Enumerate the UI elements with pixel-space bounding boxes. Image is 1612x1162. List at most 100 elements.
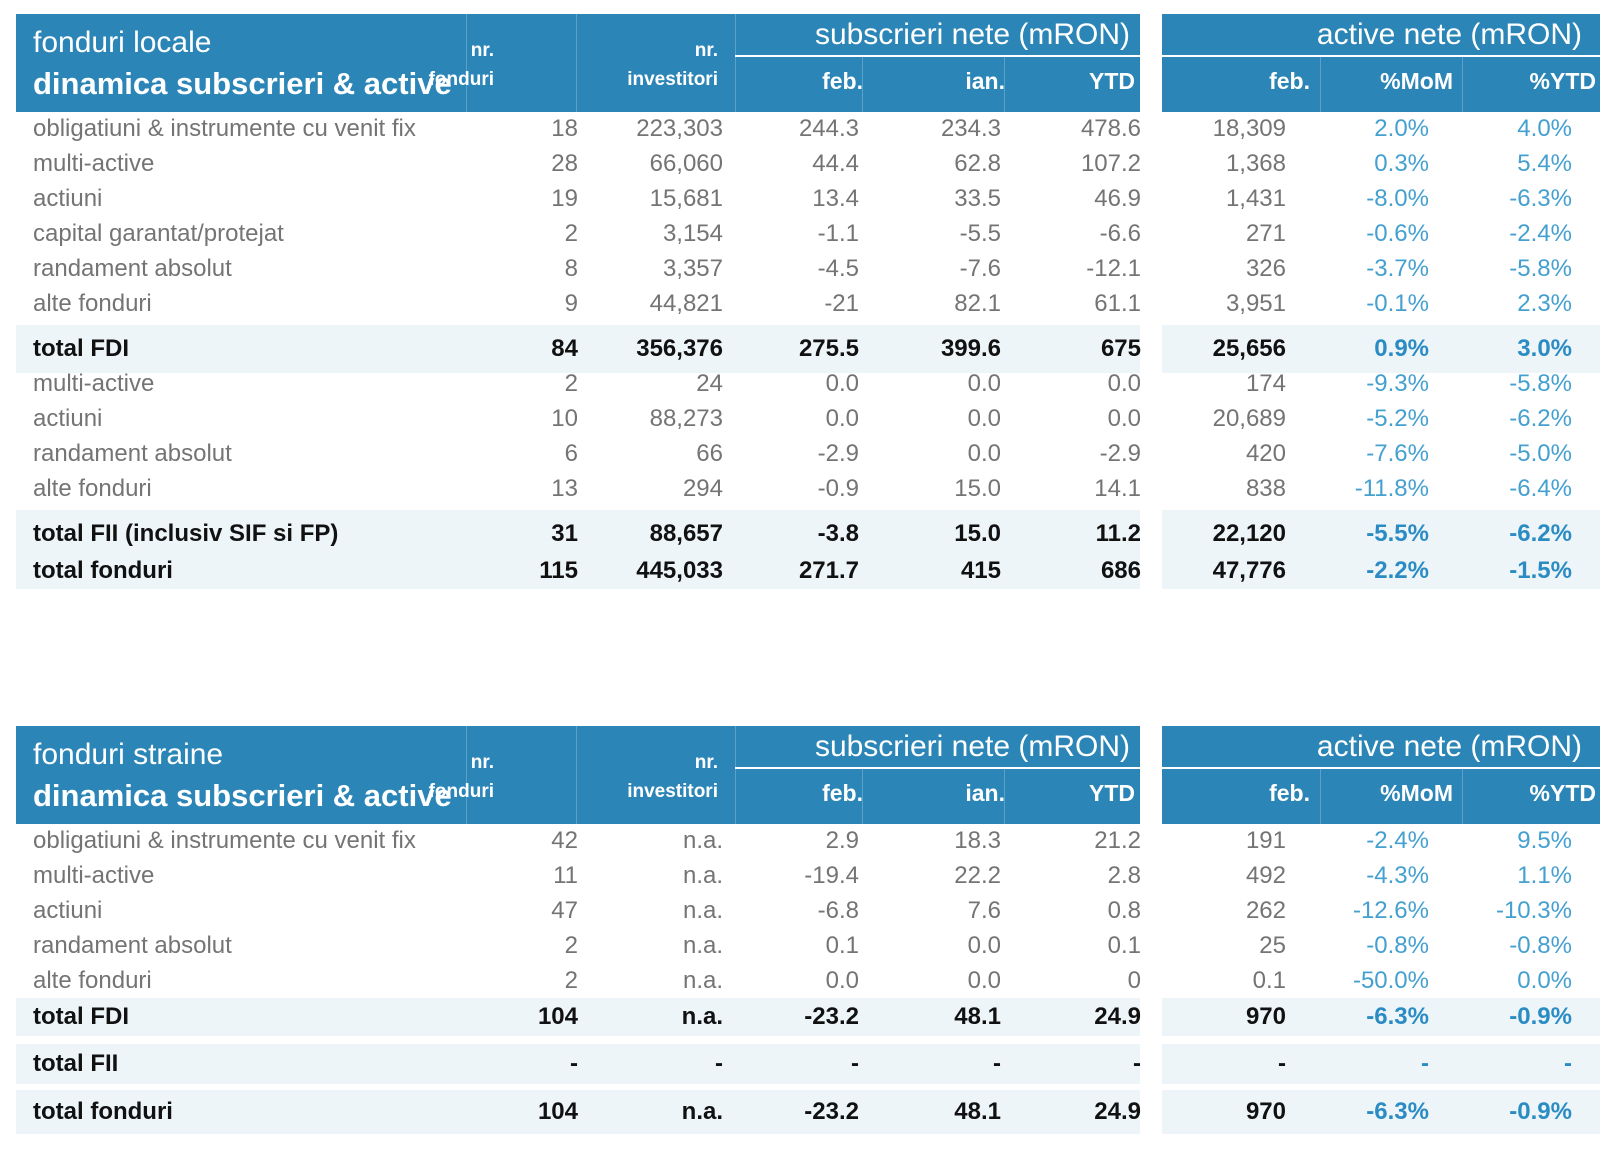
row-label: multi-active bbox=[33, 150, 155, 177]
cell-nr-investitori: n.a. bbox=[681, 1098, 723, 1125]
cell-active-feb: 1,431 bbox=[1225, 185, 1286, 212]
cell-pct-mom: -0.1% bbox=[1366, 290, 1429, 317]
cell-subscrieri-ian: -5.5 bbox=[959, 220, 1001, 247]
cell-nr-investitori: - bbox=[715, 1050, 723, 1077]
cell-active-feb: 18,309 bbox=[1212, 115, 1286, 142]
row-label: actiuni bbox=[33, 405, 103, 432]
cell-pct-mom: -0.6% bbox=[1366, 220, 1429, 247]
table-title: fonduri locale bbox=[33, 26, 212, 59]
cell-subscrieri-feb: 2.9 bbox=[825, 827, 859, 854]
cell-subscrieri-ytd: 61.1 bbox=[1094, 290, 1141, 317]
cell-nr-investitori: n.a. bbox=[682, 827, 723, 854]
cell-pct-ytd: 9.5% bbox=[1517, 827, 1572, 854]
cell-nr-fonduri: 19 bbox=[551, 185, 578, 212]
cell-subscrieri-feb: 44.4 bbox=[812, 150, 859, 177]
table-row: alte fonduri 13 294 -0.9 15.0 14.1 838 -11.8% -6… bbox=[16, 471, 1600, 507]
cell-active-feb: 420 bbox=[1245, 440, 1286, 467]
cell-nr-investitori: n.a. bbox=[682, 967, 723, 994]
total-row: total FDI 104 n.a. -23.2 48.1 24.9 970 -6.3% -0.… bbox=[16, 998, 1600, 1036]
cell-active-feb: 22,120 bbox=[1212, 520, 1286, 547]
total-row: total FII (inclusiv SIF si FP) 31 88,657 -3… bbox=[16, 510, 1600, 558]
cell-nr-investitori: 88,657 bbox=[649, 520, 723, 547]
row-label: multi-active bbox=[33, 862, 155, 889]
row-label: capital garantat/protejat bbox=[33, 220, 284, 247]
cell-pct-mom: -50.0% bbox=[1352, 967, 1429, 994]
cell-subscrieri-feb: -23.2 bbox=[804, 1098, 859, 1125]
cell-subscrieri-ian: 234.3 bbox=[940, 115, 1001, 142]
cell-subscrieri-ytd: 0.0 bbox=[1107, 370, 1141, 397]
cell-nr-fonduri: 2 bbox=[564, 370, 578, 397]
total-row: total FDI 84 356,376 275.5 399.6 675 25,656 0.9… bbox=[16, 325, 1600, 373]
group-header-subscrieri: subscrieri nete (mRON) bbox=[814, 18, 1130, 51]
table-subtitle: dinamica subscrieri & active bbox=[33, 778, 452, 813]
cell-subscrieri-feb: -2.9 bbox=[817, 440, 859, 467]
cell-subscrieri-feb: - bbox=[851, 1050, 859, 1077]
cell-active-feb: 47,776 bbox=[1212, 557, 1286, 584]
cell-subscrieri-ytd: 107.2 bbox=[1080, 150, 1141, 177]
cell-nr-fonduri: 28 bbox=[551, 150, 578, 177]
group-header-active: active nete (mRON) bbox=[1316, 18, 1582, 51]
cell-nr-investitori: n.a. bbox=[682, 897, 723, 924]
group-header-subscrieri: subscrieri nete (mRON) bbox=[814, 730, 1130, 763]
cell-subscrieri-ian: 48.1 bbox=[954, 1003, 1001, 1030]
cell-nr-investitori: 445,033 bbox=[636, 557, 723, 584]
cell-active-feb: 3,951 bbox=[1225, 290, 1286, 317]
cell-subscrieri-ytd: -2.9 bbox=[1099, 440, 1141, 467]
cell-pct-mom: -5.5% bbox=[1366, 520, 1429, 547]
group-divider bbox=[1162, 55, 1600, 57]
cell-pct-mom: -5.2% bbox=[1366, 405, 1429, 432]
total-row: total fonduri 104 n.a. -23.2 48.1 24.9 970 -6.3… bbox=[16, 1090, 1600, 1134]
cell-subscrieri-feb: -1.1 bbox=[817, 220, 859, 247]
group-divider bbox=[735, 767, 1140, 769]
table-row: multi-active 11 n.a. -19.4 22.2 2.8 492 -4.3% 1.… bbox=[16, 858, 1600, 894]
cell-pct-ytd: -6.3% bbox=[1509, 185, 1572, 212]
cell-nr-investitori: n.a. bbox=[682, 932, 723, 959]
cell-nr-investitori: 3,357 bbox=[662, 255, 723, 282]
cell-nr-investitori: n.a. bbox=[682, 862, 723, 889]
row-label: obligatiuni & instrumente cu venit fix bbox=[33, 827, 416, 854]
row-label: randament absolut bbox=[33, 255, 232, 282]
cell-subscrieri-ian: 0.0 bbox=[967, 440, 1001, 467]
cell-subscrieri-feb: 244.3 bbox=[798, 115, 859, 142]
cell-pct-ytd: 1.1% bbox=[1517, 862, 1572, 889]
row-label: obligatiuni & instrumente cu venit fix bbox=[33, 115, 416, 142]
table-row: alte fonduri 2 n.a. 0.0 0.0 0 0.1 -50.0% 0.0% bbox=[16, 963, 1600, 999]
cell-nr-investitori: 88,273 bbox=[649, 405, 723, 432]
cell-nr-fonduri: 31 bbox=[551, 520, 578, 547]
cell-subscrieri-ytd: 0.8 bbox=[1107, 897, 1141, 924]
cell-pct-ytd: -5.8% bbox=[1509, 370, 1572, 397]
row-label: total FDI bbox=[33, 335, 129, 362]
col-header-active-feb: feb. bbox=[1269, 68, 1310, 94]
row-label: total fonduri bbox=[33, 1098, 173, 1125]
col-header-ian: ian. bbox=[965, 780, 1005, 806]
cell-pct-mom: -8.0% bbox=[1366, 185, 1429, 212]
cell-subscrieri-ytd: -12.1 bbox=[1086, 255, 1141, 282]
cell-active-feb: 970 bbox=[1245, 1098, 1286, 1125]
row-label: total FII bbox=[33, 1050, 119, 1077]
cell-subscrieri-ytd: 675 bbox=[1100, 335, 1141, 362]
group-divider bbox=[1162, 767, 1600, 769]
cell-subscrieri-ytd: 478.6 bbox=[1080, 115, 1141, 142]
cell-subscrieri-feb: -3.8 bbox=[817, 520, 859, 547]
cell-nr-investitori: 15,681 bbox=[649, 185, 723, 212]
col-header-pct-ytd: %YTD bbox=[1529, 68, 1596, 94]
cell-nr-investitori: 3,154 bbox=[662, 220, 723, 247]
cell-active-feb: - bbox=[1278, 1050, 1286, 1077]
col-header-nr-investitori: nr. investitori bbox=[627, 40, 718, 90]
cell-nr-fonduri: 104 bbox=[537, 1098, 578, 1125]
cell-pct-mom: 0.3% bbox=[1374, 150, 1429, 177]
cell-subscrieri-feb: 0.1 bbox=[825, 932, 859, 959]
cell-pct-mom: -12.6% bbox=[1352, 897, 1429, 924]
cell-pct-ytd: -0.9% bbox=[1509, 1003, 1572, 1030]
cell-subscrieri-feb: -0.9 bbox=[817, 475, 859, 502]
cell-active-feb: 25 bbox=[1259, 932, 1286, 959]
table-row: randament absolut 2 n.a. 0.1 0.0 0.1 25 -0.8% -0… bbox=[16, 928, 1600, 964]
cell-subscrieri-ian: 18.3 bbox=[954, 827, 1001, 854]
col-header-ian: ian. bbox=[965, 68, 1005, 94]
cell-nr-investitori: n.a. bbox=[681, 1003, 723, 1030]
cell-nr-fonduri: 84 bbox=[551, 335, 578, 362]
col-header-nr-fonduri: nr. fonduri bbox=[428, 40, 494, 90]
cell-pct-ytd: -2.4% bbox=[1509, 220, 1572, 247]
group-header-active: active nete (mRON) bbox=[1316, 730, 1582, 763]
cell-active-feb: 0.1 bbox=[1252, 967, 1286, 994]
